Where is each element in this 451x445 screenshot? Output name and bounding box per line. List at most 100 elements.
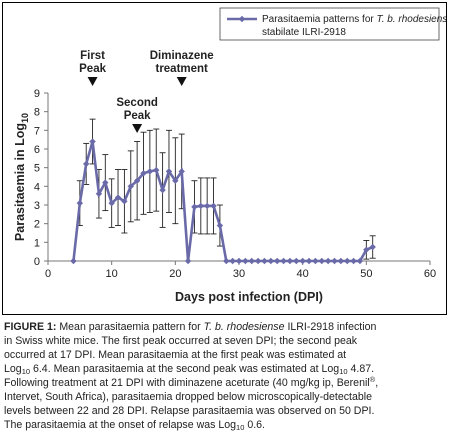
data-point: [324, 257, 332, 265]
data-point: [133, 177, 141, 184]
data-point: [280, 257, 287, 265]
x-tick-label: 50: [360, 268, 372, 280]
data-point: [89, 138, 96, 145]
data-point: [210, 202, 217, 210]
data-point: [261, 257, 268, 265]
caption-line: in Swiss white mice. The first peak occu…: [4, 334, 444, 348]
caption-text: 6.4. Mean parasitaemia at the second pea…: [30, 363, 340, 375]
annotation-treatment-arrow: [176, 77, 187, 86]
data-point: [248, 257, 255, 265]
data-point: [242, 257, 249, 265]
data-point: [293, 257, 300, 265]
caption-line: Intervet, South Africa), parasitaemia dr…: [4, 390, 444, 404]
data-point: [344, 257, 351, 265]
x-tick-label: 0: [45, 268, 51, 280]
caption-line: The parasitaemia at the onset of relapse…: [4, 418, 444, 432]
caption-line: FIGURE 1: Mean parasitaemia pattern for …: [4, 320, 444, 334]
data-point: [114, 194, 122, 201]
legend-marker: [238, 15, 246, 23]
y-tick-label: 3: [34, 200, 40, 212]
x-tick-label: 10: [106, 268, 118, 280]
annotation-first-peak-line2: Peak: [79, 63, 106, 75]
data-point: [95, 190, 103, 197]
caption-line: levels between 22 and 28 DPI. Relapse pa…: [4, 404, 444, 418]
data-point: [331, 257, 338, 265]
data-point: [184, 257, 192, 265]
annotation-second-peak-line2: Peak: [124, 110, 151, 122]
caption-label: FIGURE 1:: [4, 321, 57, 333]
data-point: [312, 257, 319, 265]
annotation-first-peak-line1: First: [80, 50, 105, 62]
y-tick-label: 5: [34, 163, 40, 175]
annotation-second-peak-arrow: [132, 124, 143, 133]
data-point: [267, 257, 275, 265]
caption-text: ®: [369, 375, 376, 384]
caption-text: 4.87.: [347, 363, 375, 375]
data-point: [356, 257, 364, 265]
data-point: [363, 246, 370, 253]
y-tick-label: 0: [34, 256, 40, 268]
data-point: [159, 186, 166, 194]
data-point: [178, 168, 185, 175]
legend-box: [219, 7, 440, 41]
y-tick-label: 8: [34, 107, 40, 119]
data-point: [70, 257, 77, 265]
data-point: [235, 257, 243, 265]
data-point: [153, 166, 160, 174]
caption-text: 10: [236, 423, 245, 432]
data-point: [369, 243, 376, 251]
data-point: [223, 257, 230, 265]
caption-text: ILRI-2918 infection: [284, 321, 377, 333]
caption-text: ,: [375, 377, 379, 389]
figure-caption: FIGURE 1: Mean parasitaemia pattern for …: [4, 320, 444, 432]
annotation-treatment-line1: Diminazene: [150, 50, 214, 62]
data-point: [216, 222, 224, 229]
data-point: [108, 199, 115, 207]
caption-text: 10: [339, 367, 348, 376]
y-tick-label: 9: [34, 88, 40, 100]
annotation-treatment-line2: treatment: [155, 63, 208, 75]
data-point: [165, 168, 173, 175]
data-point: [350, 257, 357, 265]
data-point: [254, 257, 262, 265]
data-point: [121, 198, 128, 205]
caption-text: 10: [21, 367, 31, 376]
caption-text: occurred at 17 DPI. Mean parasitaemia at…: [4, 349, 347, 361]
x-tick-label: 40: [297, 268, 309, 280]
caption-text: Log: [4, 363, 22, 375]
data-point: [197, 202, 204, 210]
data-point: [203, 202, 211, 210]
data-point: [318, 257, 325, 265]
caption-text: 0.6.: [244, 419, 265, 431]
caption-line: occurred at 17 DPI. Mean parasitaemia at…: [4, 348, 444, 362]
caption-text: T. b. rhodesiense: [203, 321, 285, 333]
data-point: [299, 257, 306, 265]
legend-label-line2: stabilate ILRI-2918: [262, 27, 346, 38]
data-point: [274, 257, 281, 265]
legend-label: Parasitaemia patterns for T. b. rhodesie…: [262, 14, 446, 25]
y-axis-label: Parasitaemia in Log10: [13, 113, 30, 241]
y-tick-label: 7: [34, 125, 40, 137]
chart: 0 1 2 3 4 5 6 7 8 9 0 10 20 30 40 50 60 Days post infecti…: [13, 7, 446, 304]
data-point: [146, 168, 154, 175]
caption-line: Log10 6.4. Mean parasitaemia at the seco…: [4, 362, 444, 376]
caption-text: The parasitaemia at the onset of relapse…: [4, 419, 237, 431]
data-point: [102, 179, 109, 186]
data-point: [140, 170, 147, 177]
x-tick-label: 60: [424, 268, 436, 280]
caption-text: Intervet, South Africa), parasitaemia dr…: [4, 391, 373, 403]
caption-text: in Swiss white mice. The first peak occu…: [4, 335, 358, 347]
y-tick-label: 1: [34, 237, 40, 249]
annotation-second-peak-line1: Second: [116, 97, 158, 109]
annotation-first-peak-arrow: [87, 77, 98, 86]
caption-text: levels between 22 and 28 DPI. Relapse pa…: [4, 405, 375, 417]
data-point: [172, 177, 179, 184]
y-tick-label: 6: [34, 144, 40, 156]
data-point: [76, 199, 84, 207]
data-point: [229, 257, 236, 265]
caption-line: Following treatment at 21 DPI with dimin…: [4, 376, 444, 390]
x-axis-label: Days post infection (DPI): [175, 290, 323, 304]
data-point: [337, 257, 345, 265]
data-point: [191, 203, 198, 211]
data-point: [286, 257, 294, 265]
